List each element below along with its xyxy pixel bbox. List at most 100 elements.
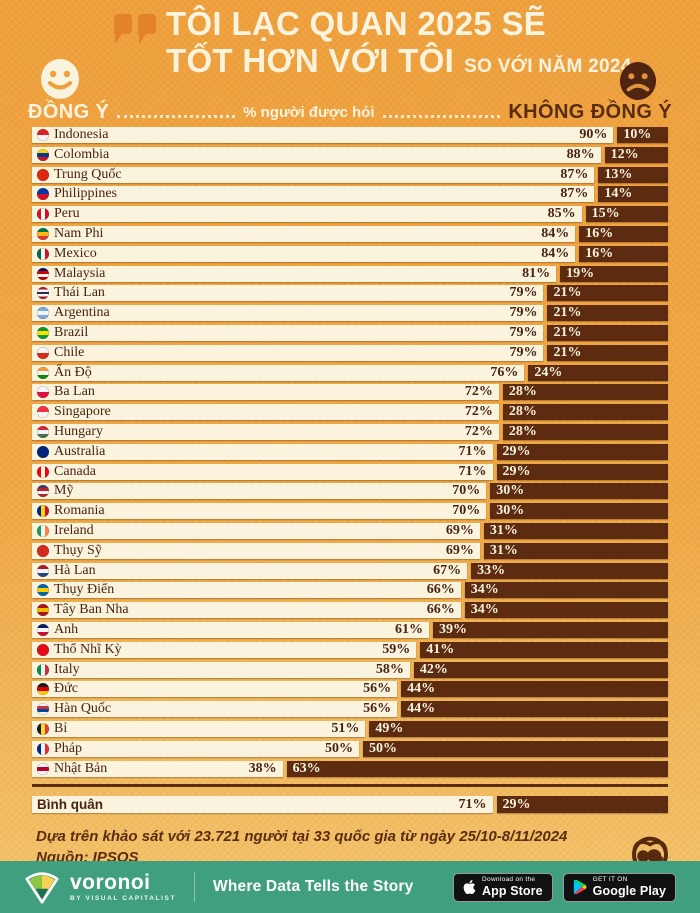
- disagree-bar: 16%: [579, 225, 668, 242]
- agree-bar: Chile 79%: [32, 344, 544, 361]
- app-store-badge[interactable]: Download on the App Store: [453, 872, 553, 902]
- agree-legend-label: ĐỒNG Ý: [28, 100, 110, 123]
- google-play-badge[interactable]: GET IT ON Google Play: [562, 872, 676, 902]
- country-row: Thụy Điển 66% 34%: [32, 582, 668, 599]
- average-label: Bình quân: [37, 797, 103, 812]
- country-flag-icon: [37, 425, 49, 438]
- country-row: Peru 85% 15%: [32, 206, 668, 223]
- voronoi-logo-icon: [25, 872, 59, 904]
- disagree-value: 29%: [502, 463, 531, 479]
- country-flag-icon: [37, 307, 49, 320]
- disagree-value: 41%: [426, 641, 455, 657]
- country-flag-icon: [37, 663, 49, 676]
- country-flag-icon: [37, 505, 49, 518]
- disagree-value: 13%: [604, 166, 633, 182]
- disagree-value: 10%: [623, 127, 652, 142]
- country-row: Thổ Nhĩ Kỳ 59% 41%: [32, 641, 668, 658]
- average-agree-bar: Bình quân 71%: [32, 796, 493, 813]
- divider-line: [32, 784, 668, 787]
- country-name: Đức: [54, 681, 78, 697]
- country-name: Thụy Sỹ: [54, 542, 102, 558]
- country-name: Ba Lan: [54, 384, 95, 400]
- country-row: Italy 58% 42%: [32, 661, 668, 678]
- agree-value: 87%: [560, 166, 589, 182]
- disagree-value: 31%: [489, 522, 518, 538]
- happy-face-icon: [41, 59, 79, 99]
- country-name: Bỉ: [54, 720, 68, 736]
- title-line2: TỐT HƠN VỚI TÔI: [166, 41, 455, 79]
- disagree-value: 30%: [496, 503, 525, 519]
- average-disagree-value: 29%: [502, 796, 531, 812]
- agree-value: 90%: [579, 127, 608, 142]
- agree-value: 72%: [464, 404, 493, 420]
- country-row: Philippines 87% 14%: [32, 186, 668, 203]
- agree-bar: Nhật Bản 38%: [32, 760, 283, 777]
- disagree-bar: 39%: [432, 621, 668, 638]
- country-row: Malaysia 81% 19%: [32, 265, 668, 282]
- disagree-value: 28%: [508, 404, 537, 420]
- country-flag-icon: [37, 742, 49, 755]
- country-flag-icon: [37, 683, 49, 696]
- sad-face-icon: [619, 62, 657, 100]
- disagree-value: 24%: [534, 364, 563, 380]
- agree-value: 61%: [394, 621, 423, 637]
- disagree-value: 21%: [553, 305, 582, 321]
- country-row: Colombia 88% 12%: [32, 146, 668, 163]
- country-flag-icon: [37, 208, 49, 221]
- agree-bar: Philippines 87%: [32, 186, 595, 203]
- agree-value: 79%: [509, 324, 538, 340]
- agree-bar: Thổ Nhĩ Kỳ 59%: [32, 641, 417, 658]
- disagree-bar: 16%: [579, 245, 668, 262]
- disagree-bar: 44%: [401, 681, 668, 698]
- disagree-value: 50%: [369, 740, 397, 756]
- disagree-bar: 21%: [547, 285, 668, 302]
- agree-value: 69%: [445, 522, 474, 538]
- disagree-value: 14%: [604, 186, 633, 202]
- brand-subtitle: BY VISUAL CAPITALIST: [70, 894, 177, 902]
- country-row: Thụy Sỹ 69% 31%: [32, 542, 668, 559]
- disagree-bar: 31%: [483, 542, 668, 559]
- country-flag-icon: [37, 386, 49, 399]
- agree-value: 69%: [445, 542, 474, 558]
- average-agree-value: 71%: [458, 796, 487, 812]
- country-row: Trung Quốc 87% 13%: [32, 166, 668, 183]
- agree-bar: Thái Lan 79%: [32, 285, 544, 302]
- agree-bar: Colombia 88%: [32, 146, 601, 163]
- disagree-value: 19%: [566, 265, 595, 281]
- country-row: Tây Ban Nha 66% 34%: [32, 602, 668, 619]
- agree-bar: Singapore 72%: [32, 404, 499, 421]
- country-row: Hungary 72% 28%: [32, 423, 668, 440]
- agree-bar: Indonesia 90%: [32, 127, 614, 143]
- agree-value: 56%: [363, 681, 392, 697]
- country-row: Nam Phi 84% 16%: [32, 225, 668, 242]
- agree-value: 79%: [509, 344, 538, 360]
- disagree-value: 16%: [585, 225, 614, 241]
- agree-bar: Australia 71%: [32, 443, 493, 460]
- country-flag-icon: [37, 247, 49, 260]
- agree-value: 50%: [325, 740, 353, 756]
- agree-bar: Thụy Điển 66%: [32, 582, 461, 599]
- country-flag-icon: [37, 326, 49, 339]
- country-name: Thổ Nhĩ Kỳ: [54, 641, 122, 657]
- disagree-bar: 19%: [560, 265, 668, 282]
- country-name: Pháp: [54, 740, 82, 756]
- agree-value: 70%: [452, 483, 481, 499]
- country-flag-icon: [37, 346, 49, 359]
- country-flag-icon: [37, 643, 49, 656]
- disagree-value: 34%: [470, 602, 499, 618]
- bar-chart: Indonesia 90% 10% Colombia 88% 12% Trung…: [32, 127, 668, 777]
- country-flag-icon: [37, 406, 49, 419]
- agree-value: 67%: [433, 562, 462, 578]
- agree-bar: Italy 58%: [32, 661, 410, 678]
- disagree-value: 30%: [496, 483, 525, 499]
- country-row: Romania 70% 30%: [32, 503, 668, 520]
- country-flag-icon: [37, 188, 49, 201]
- country-row: Bỉ 51% 49%: [32, 720, 668, 737]
- agree-value: 76%: [490, 364, 519, 380]
- country-name: Philippines: [54, 186, 118, 202]
- country-name: Indonesia: [54, 127, 109, 142]
- store-badges: Download on the App Store GET IT ON Goog…: [453, 872, 676, 902]
- country-row: Pháp 50% 50%: [32, 740, 668, 757]
- app-store-badge-top-text: Download on the: [482, 875, 536, 883]
- brand-footer: voronoi BY VISUAL CAPITALIST Where Data …: [0, 861, 700, 913]
